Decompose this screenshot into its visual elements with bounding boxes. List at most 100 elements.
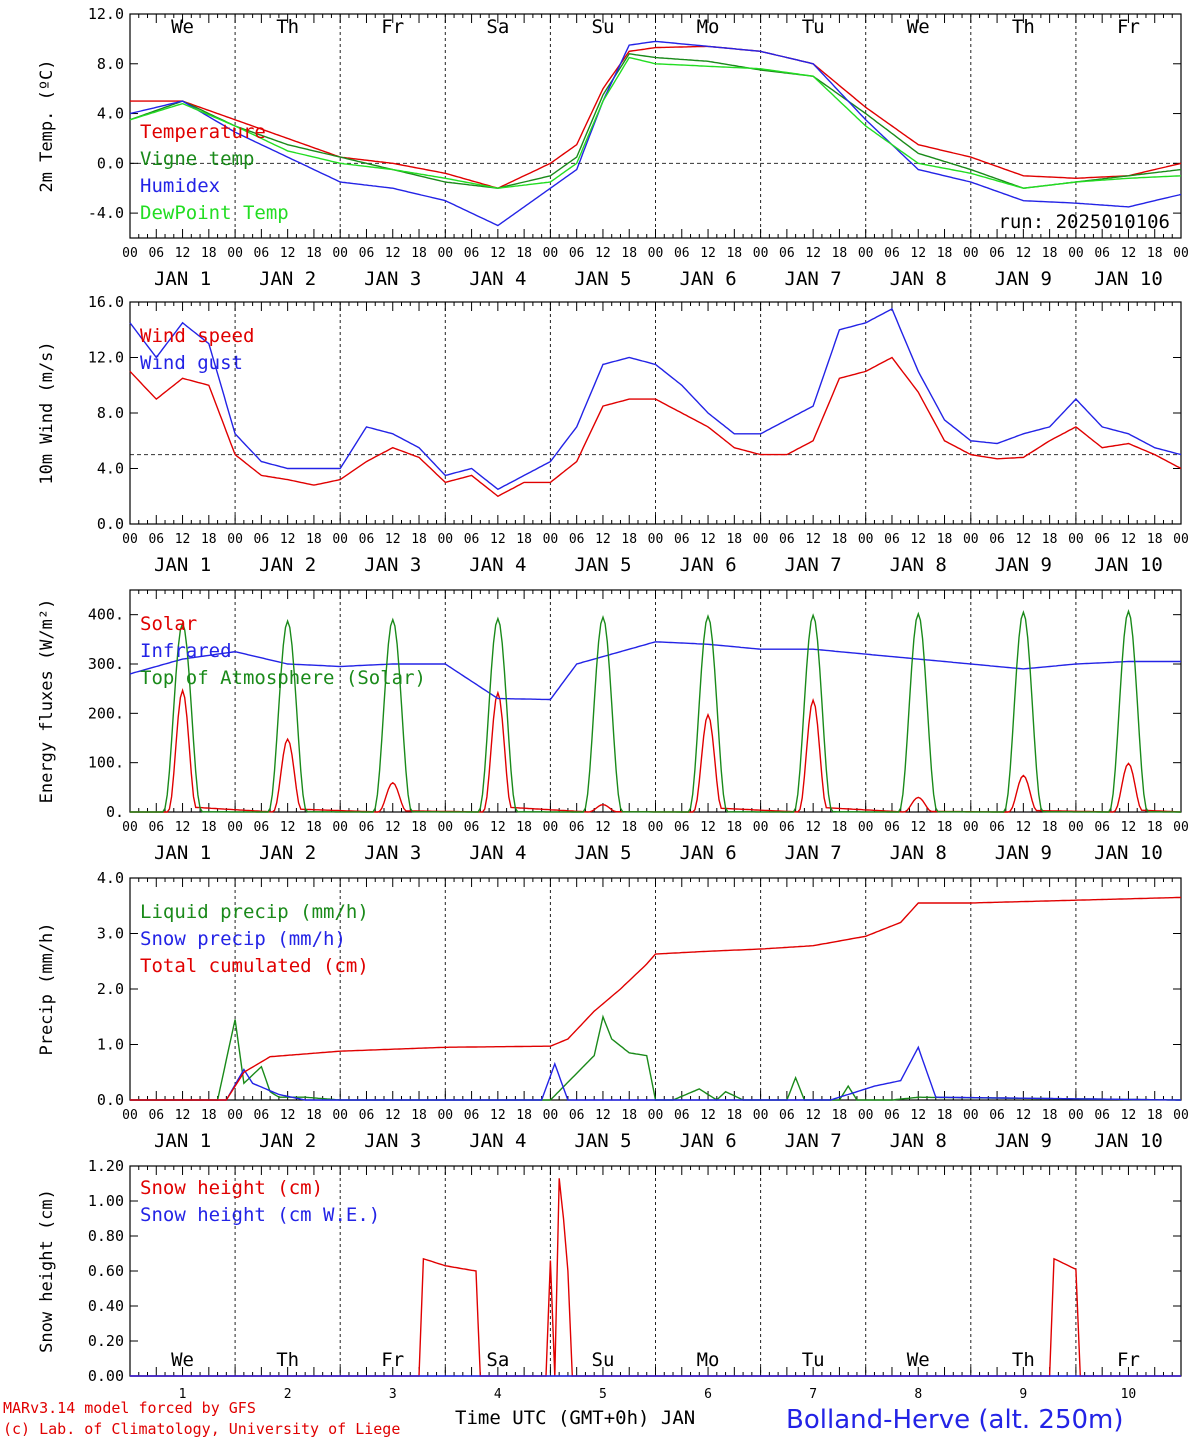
weekday-label: We xyxy=(907,16,930,38)
y-axis-title: Energy fluxes (W/m²) xyxy=(37,599,57,804)
hour-tick-label: 18 xyxy=(832,820,848,835)
panel-3: 400. 300. 200. 100. 0. Energy fluxes (W/m²) 00… xyxy=(37,589,1189,864)
hour-tick-label: 00 xyxy=(753,532,769,547)
date-label: JAN 5 xyxy=(574,554,631,576)
date-label: JAN 2 xyxy=(259,268,316,290)
hour-tick-label: 00 xyxy=(648,532,664,547)
series-line-1 xyxy=(129,356,1182,498)
hour-tick-label: 06 xyxy=(779,820,795,835)
panel-4: 4.0 3.0 2.0 1.0 0.0 Precip (mm/h) 00 06 12 18 JAN … xyxy=(37,869,1189,1152)
hour-tick-label: 18 xyxy=(306,246,322,261)
y-tick-label: 4.0 xyxy=(97,105,124,123)
model-credit: MARv3.14 model forced by GFS xyxy=(3,1399,256,1417)
hour-tick-label: 06 xyxy=(779,1108,795,1123)
legend-entry: DewPoint Temp xyxy=(140,202,289,224)
hour-tick-label: 12 xyxy=(175,1108,191,1123)
date-label: JAN 1 xyxy=(154,842,211,864)
y-tick-label: 0. xyxy=(106,803,124,821)
hour-tick-label: 18 xyxy=(726,532,742,547)
hour-tick-label: 06 xyxy=(989,246,1005,261)
date-label: JAN 10 xyxy=(1094,1130,1163,1152)
series-line-3 xyxy=(130,896,1182,1101)
y-tick-label: 8.0 xyxy=(97,404,124,422)
series-line-2 xyxy=(129,641,1181,701)
date-label: JAN 6 xyxy=(679,554,736,576)
legend-entry: Temperature xyxy=(140,121,266,143)
y-tick-label: 0.00 xyxy=(88,1367,124,1385)
hour-tick-label: 06 xyxy=(569,532,585,547)
hour-tick-label: 12 xyxy=(1121,532,1137,547)
hour-tick-label: 06 xyxy=(148,1108,164,1123)
series-line-3 xyxy=(130,609,1181,813)
hour-tick-label: 06 xyxy=(674,532,690,547)
day-number-label: 5 xyxy=(599,1387,607,1402)
hour-tick-label: 00 xyxy=(332,246,348,261)
y-tick-label: 400. xyxy=(88,606,124,624)
hour-tick-label: 18 xyxy=(411,246,427,261)
hour-tick-label: 06 xyxy=(569,1108,585,1123)
hour-tick-label: 18 xyxy=(306,820,322,835)
hour-tick-label: 06 xyxy=(989,820,1005,835)
hour-tick-label: 12 xyxy=(1016,820,1032,835)
date-label: JAN 9 xyxy=(995,554,1052,576)
date-label: JAN 8 xyxy=(890,1130,947,1152)
day-number-label: 3 xyxy=(389,1387,397,1402)
hour-tick-label: 00 xyxy=(437,820,453,835)
legend-entry: Infrared xyxy=(140,640,232,662)
y-tick-label: 4.0 xyxy=(97,460,124,478)
y-tick-label: 2.0 xyxy=(97,980,124,998)
hour-tick-label: 12 xyxy=(1016,246,1032,261)
hour-tick-label: 12 xyxy=(175,820,191,835)
day-number-label: 8 xyxy=(914,1387,922,1402)
hour-tick-label: 06 xyxy=(254,820,270,835)
hour-tick-label: 00 xyxy=(122,1108,138,1123)
hour-tick-label: 06 xyxy=(148,532,164,547)
series-line-2 xyxy=(129,53,1182,189)
legend-entry: Solar xyxy=(140,613,197,635)
weekday-label: Fr xyxy=(1117,1349,1140,1371)
hour-tick-label: 06 xyxy=(148,820,164,835)
date-label: JAN 9 xyxy=(995,1130,1052,1152)
hour-tick-label: 12 xyxy=(490,1108,506,1123)
hour-tick-label: 00 xyxy=(122,246,138,261)
weekday-label: We xyxy=(171,1349,194,1371)
hour-tick-label: 18 xyxy=(1042,532,1058,547)
station-title: Bolland-Herve (alt. 250m) xyxy=(786,1405,1124,1435)
y-axis-title: 2m Temp. (ºC) xyxy=(37,59,57,192)
hour-tick-label: 18 xyxy=(306,532,322,547)
legend-entry: Snow height (cm) xyxy=(140,1177,323,1199)
hour-tick-label: 06 xyxy=(989,1108,1005,1123)
weekday-label: Sa xyxy=(486,1349,509,1371)
hour-tick-label: 00 xyxy=(332,820,348,835)
y-tick-label: 0.0 xyxy=(97,515,124,533)
y-tick-label: 4.0 xyxy=(97,869,124,887)
hour-tick-label: 12 xyxy=(1121,1108,1137,1123)
hour-tick-label: 18 xyxy=(411,532,427,547)
weekday-label: Th xyxy=(276,1349,299,1371)
hour-tick-label: 00 xyxy=(332,532,348,547)
date-label: JAN 7 xyxy=(785,268,842,290)
hour-tick-label: 00 xyxy=(543,820,559,835)
hour-tick-label: 06 xyxy=(884,246,900,261)
date-label: JAN 2 xyxy=(259,842,316,864)
hour-tick-label: 18 xyxy=(1147,532,1163,547)
hour-tick-label: 06 xyxy=(359,532,375,547)
hour-tick-label: 18 xyxy=(937,1108,953,1123)
hour-tick-label: 06 xyxy=(254,1108,270,1123)
hour-tick-label: 00 xyxy=(753,820,769,835)
y-tick-label: 8.0 xyxy=(97,55,124,73)
y-axis-title: 10m Wind (m/s) xyxy=(37,341,57,484)
hour-tick-label: 00 xyxy=(437,532,453,547)
hour-tick-label: 18 xyxy=(306,1108,322,1123)
legend-entry: Wind gust xyxy=(140,352,243,374)
hour-tick-label: 00 xyxy=(227,532,243,547)
hour-tick-label: 00 xyxy=(122,532,138,547)
panel-2: 16.0 12.0 8.0 4.0 0.0 10m Wind (m/s) 00 06 12 18 J… xyxy=(37,293,1189,576)
hour-tick-label: 06 xyxy=(989,532,1005,547)
hour-tick-label: 18 xyxy=(726,820,742,835)
hour-tick-label: 06 xyxy=(674,246,690,261)
hour-tick-label: 18 xyxy=(1147,820,1163,835)
hour-tick-label: 06 xyxy=(674,820,690,835)
date-label: JAN 4 xyxy=(469,554,526,576)
